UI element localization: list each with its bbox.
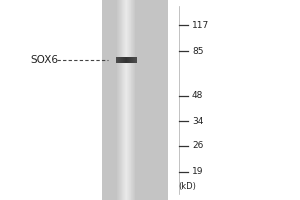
Text: 34: 34 <box>192 116 203 126</box>
Text: 26: 26 <box>192 142 203 150</box>
Text: 19: 19 <box>192 168 203 176</box>
Bar <box>119 58 120 62</box>
Bar <box>102 0 168 200</box>
Bar <box>126 58 127 62</box>
Bar <box>129 58 130 62</box>
Bar <box>132 0 133 200</box>
Bar <box>133 58 134 62</box>
Bar <box>124 0 125 200</box>
Text: 85: 85 <box>192 46 203 55</box>
Bar <box>120 58 121 62</box>
Bar <box>125 58 126 62</box>
Bar <box>128 58 129 62</box>
Bar <box>123 0 124 200</box>
Bar <box>131 58 132 62</box>
Text: 48: 48 <box>192 92 203 100</box>
Bar <box>130 58 131 62</box>
Bar <box>124 58 125 62</box>
Text: (kD): (kD) <box>178 182 196 192</box>
Bar <box>122 58 123 62</box>
Bar <box>118 58 119 62</box>
Bar <box>128 0 129 200</box>
Bar <box>135 58 136 62</box>
Bar <box>133 0 134 200</box>
Bar <box>117 0 118 200</box>
Bar <box>121 0 122 200</box>
Bar <box>131 0 132 200</box>
Bar <box>126 0 127 200</box>
Bar <box>125 0 126 200</box>
Bar <box>132 58 133 62</box>
Bar <box>102 0 117 200</box>
Bar <box>134 58 135 62</box>
Bar <box>130 0 131 200</box>
Bar <box>135 0 168 200</box>
Bar <box>127 58 128 62</box>
Bar <box>123 58 124 62</box>
Bar <box>118 0 119 200</box>
Bar <box>117 58 118 62</box>
Bar <box>129 0 130 200</box>
Bar <box>119 0 120 200</box>
Bar <box>127 0 128 200</box>
Bar <box>116 58 117 62</box>
Bar <box>121 58 122 62</box>
Text: 117: 117 <box>192 21 209 29</box>
Bar <box>120 0 121 200</box>
Text: SOX6: SOX6 <box>30 55 58 65</box>
Bar <box>122 0 123 200</box>
Bar <box>133 58 134 62</box>
